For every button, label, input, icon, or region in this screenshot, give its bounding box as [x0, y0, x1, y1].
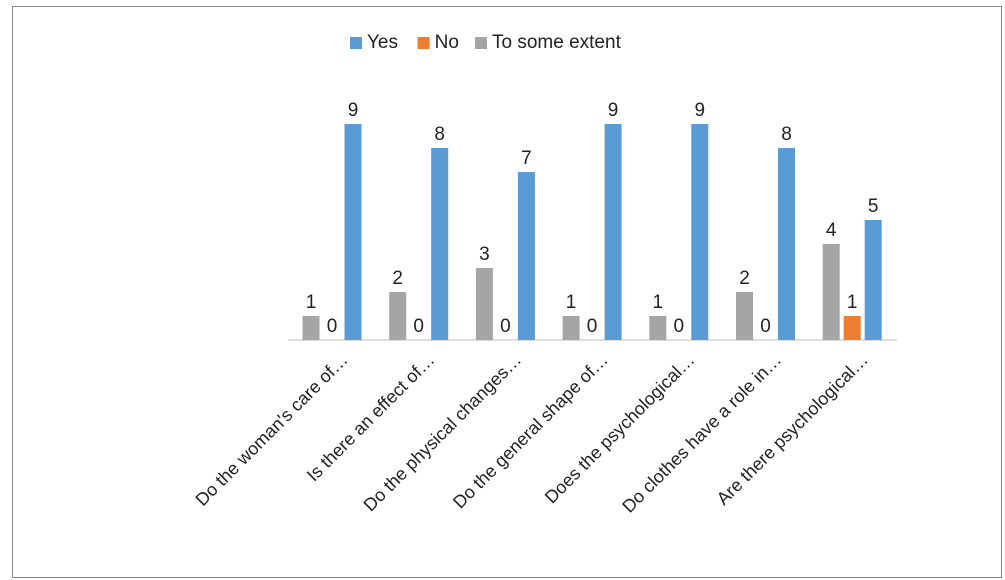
data-label-no: 0	[327, 316, 338, 337]
legend-swatch-yes	[350, 37, 362, 49]
data-label-to-some-extent: 2	[739, 268, 750, 289]
bar-yes	[517, 172, 535, 340]
category-label: Are there psychological…	[713, 350, 872, 509]
data-label-to-some-extent: 4	[826, 220, 837, 241]
data-label-to-some-extent: 1	[306, 292, 317, 313]
bar-to-some-extent	[302, 316, 320, 340]
data-label-no: 0	[760, 316, 771, 337]
legend-label-no: No	[435, 32, 459, 53]
bar-to-some-extent	[822, 244, 840, 340]
bar-to-some-extent	[649, 316, 667, 340]
data-label-to-some-extent: 1	[566, 292, 577, 313]
bar-to-some-extent	[389, 292, 407, 340]
bar-to-some-extent	[562, 316, 580, 340]
data-label-to-some-extent: 2	[392, 268, 403, 289]
legend-label-to-some-extent: To some extent	[492, 32, 622, 53]
data-label-no: 0	[674, 316, 685, 337]
data-label-no: 0	[413, 316, 424, 337]
bar-yes	[691, 124, 709, 340]
data-label-yes: 8	[781, 124, 792, 145]
bar-yes	[604, 124, 622, 340]
data-label-to-some-extent: 1	[653, 292, 664, 313]
category-label: Do the woman's care of…	[192, 350, 352, 510]
legend-swatch-to-some-extent	[475, 37, 487, 49]
bar-yes	[864, 220, 882, 340]
bar-to-some-extent	[736, 292, 753, 340]
bar-to-some-extent	[475, 268, 493, 340]
data-label-yes: 8	[434, 124, 445, 145]
data-label-to-some-extent: 3	[479, 244, 490, 265]
legend-label-yes: Yes	[367, 32, 398, 53]
data-label-no: 0	[500, 316, 511, 337]
legend-swatch-no	[417, 37, 430, 49]
category-label: Do the physical changes…	[360, 350, 526, 516]
data-label-no: 1	[847, 292, 858, 313]
bar-yes	[344, 124, 362, 340]
category-label: Do clothes have a role in…	[618, 350, 785, 517]
data-label-yes: 9	[608, 100, 619, 121]
data-label-yes: 9	[695, 100, 706, 121]
data-label-yes: 7	[521, 148, 532, 169]
bar-no	[843, 316, 861, 340]
data-label-yes: 9	[348, 100, 359, 121]
data-label-yes: 5	[868, 196, 879, 217]
category-label: Do the general shape of…	[449, 350, 612, 513]
bar-yes	[431, 148, 449, 340]
bar-yes	[778, 148, 795, 340]
category-label: Does the psychological…	[541, 350, 699, 508]
data-label-no: 0	[587, 316, 598, 337]
